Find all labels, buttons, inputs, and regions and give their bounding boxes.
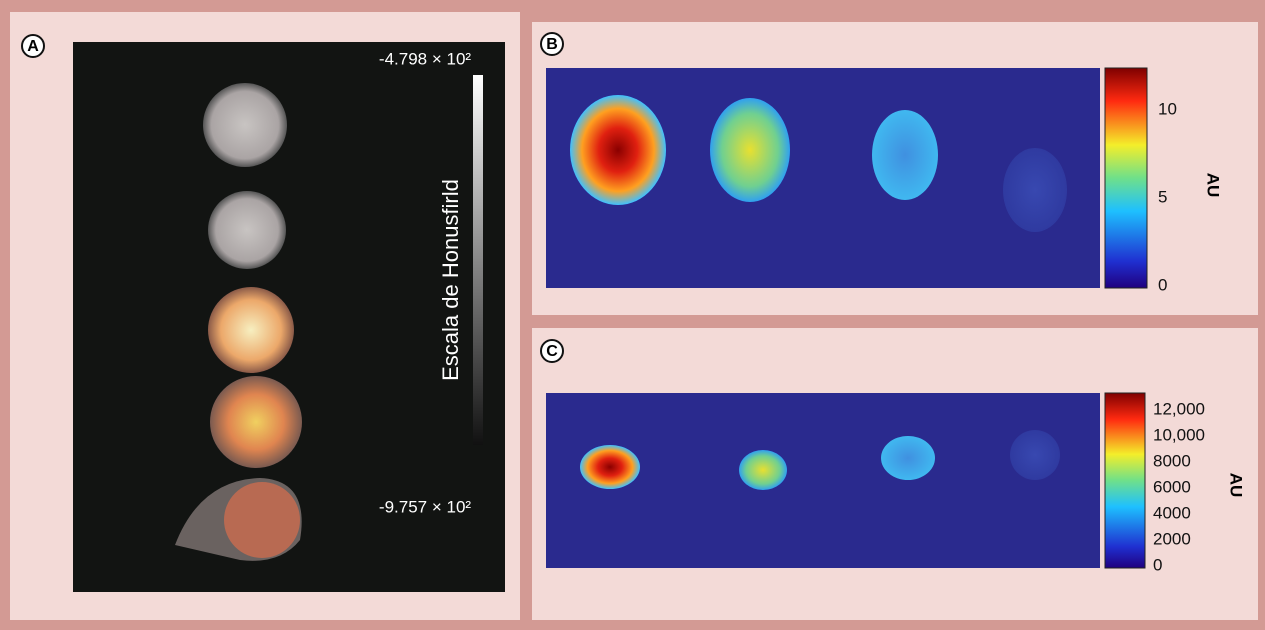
panel-label: C — [546, 343, 558, 360]
colorbar-tick-label: 2000 — [1153, 529, 1191, 548]
colorbar-title: AU — [1227, 473, 1246, 498]
colorbar-tick-label: 6000 — [1153, 477, 1191, 496]
page: -4.798 × 10² -9.757 × 10² Escala de Honu… — [0, 0, 1265, 630]
colorbar-title: AU — [1204, 173, 1223, 198]
jet-colorbar — [1105, 68, 1147, 288]
colorbar-min: -9.757 × 10² — [379, 497, 471, 516]
colorbar-tick-label: 4000 — [1153, 503, 1191, 522]
colorbar-tick-label: 0 — [1158, 275, 1167, 294]
colorbar-max: -4.798 × 10² — [379, 49, 471, 68]
colorbar-title: Escala de Honusfirld — [438, 179, 463, 381]
figure: -4.798 × 10² -9.757 × 10² Escala de Honu… — [0, 0, 1265, 630]
colorbar-tick-label: 5 — [1158, 187, 1167, 206]
colorbar-tick-label: 10,000 — [1153, 425, 1205, 444]
panel-label: B — [546, 36, 558, 53]
colorbar-tick-label: 0 — [1153, 555, 1162, 574]
colorbar-tick-label: 10 — [1158, 99, 1177, 118]
gray-colorbar — [473, 75, 483, 445]
colorbar-tick-label: 8000 — [1153, 451, 1191, 470]
jet-colorbar — [1105, 393, 1145, 568]
colorbar-tick-label: 12,000 — [1153, 399, 1205, 418]
panel-label: A — [27, 38, 39, 55]
